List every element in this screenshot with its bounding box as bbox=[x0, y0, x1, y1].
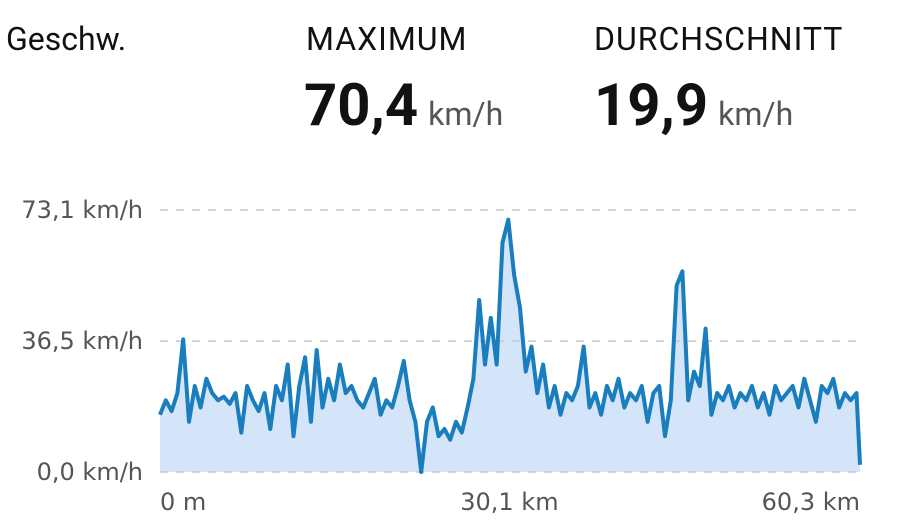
line bbox=[158, 217, 862, 474]
x-tick-label: 60,3 km bbox=[762, 488, 860, 516]
y-tick-label: 73,1 km/h bbox=[21, 196, 143, 224]
stat-value: 19,9 bbox=[594, 72, 709, 140]
stat: 19,9 km/h bbox=[594, 72, 793, 140]
y-tick-label: 36,5 km/h bbox=[21, 327, 143, 355]
area bbox=[160, 219, 860, 472]
header-title: Geschw. bbox=[6, 20, 127, 58]
y-tick-label: 0,0 km/h bbox=[37, 458, 143, 486]
stat-label: MAXIMUM bbox=[306, 20, 468, 58]
stat-unit: km/h bbox=[428, 95, 504, 133]
stat-unit: km/h bbox=[718, 95, 794, 133]
x-tick-label: 30,1 km bbox=[460, 488, 558, 516]
stat: 70,4 km/h bbox=[304, 72, 503, 140]
x-tick-label: 0 m bbox=[160, 488, 206, 516]
stat-value: 70,4 bbox=[304, 72, 419, 140]
stat-label: DURCHSCHNITT bbox=[594, 20, 844, 58]
